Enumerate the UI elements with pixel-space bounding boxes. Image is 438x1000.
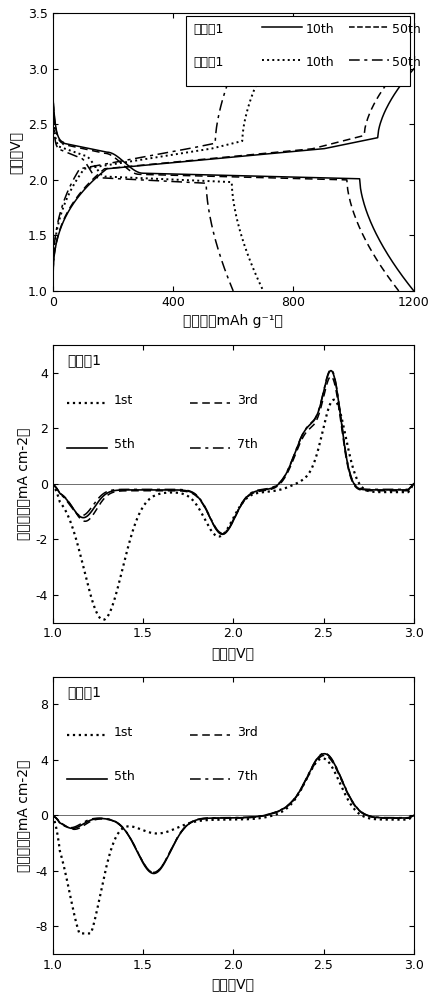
Text: 实施例1: 实施例1 xyxy=(67,685,101,699)
Text: 1st: 1st xyxy=(114,726,133,739)
Text: 对比例1: 对比例1 xyxy=(194,56,224,69)
Text: 5th: 5th xyxy=(114,438,135,451)
Y-axis label: 电流密度（mA cm-2）: 电流密度（mA cm-2） xyxy=(16,428,30,540)
Text: 对比例1: 对比例1 xyxy=(67,353,101,367)
X-axis label: 电压（V）: 电压（V） xyxy=(212,646,255,660)
Text: 10th: 10th xyxy=(305,23,334,36)
Text: 50th: 50th xyxy=(392,56,421,69)
Text: 50th: 50th xyxy=(392,23,421,36)
Text: 7th: 7th xyxy=(237,438,258,451)
Text: 10th: 10th xyxy=(305,56,334,69)
Text: 3rd: 3rd xyxy=(237,726,258,739)
Text: 3rd: 3rd xyxy=(237,394,258,407)
X-axis label: 电压（V）: 电压（V） xyxy=(212,978,255,992)
X-axis label: 比容量（mAh g⁻¹）: 比容量（mAh g⁻¹） xyxy=(183,314,283,328)
Bar xyxy=(186,16,410,86)
Text: 实施例1: 实施例1 xyxy=(194,23,224,36)
Text: 5th: 5th xyxy=(114,770,135,783)
Y-axis label: 电流密度（mA cm-2）: 电流密度（mA cm-2） xyxy=(16,759,30,872)
Text: 1st: 1st xyxy=(114,394,133,407)
Text: 7th: 7th xyxy=(237,770,258,783)
Y-axis label: 电压（V）: 电压（V） xyxy=(8,131,22,174)
